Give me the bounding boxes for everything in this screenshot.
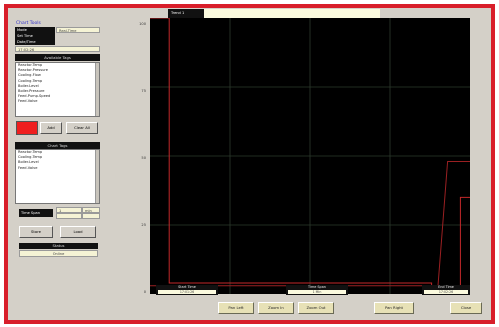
chart-title-bar [168,9,380,18]
set-time-button[interactable]: Set Time [15,33,55,39]
store-button[interactable]: Store [19,226,53,238]
y-tick-label: 0 [143,290,146,294]
trend-plot[interactable] [150,17,470,294]
end-time-value: 17:02:26 [424,290,468,294]
status-label: Status [19,243,98,249]
start-time-label: Start Time [178,285,196,289]
pan-right-button[interactable]: Pan Right [374,302,414,314]
mode-label: Mode [15,27,55,33]
close-button[interactable]: Close [450,302,482,314]
zoom-out-button[interactable]: Zoom Out [298,302,334,314]
y-tick-label: 75 [141,89,146,93]
time-span-field[interactable]: 1 [56,207,82,213]
chart-title: Trend 1 [168,9,204,18]
start-time-value: 17:01:26 [158,290,216,294]
chart-subtitle [266,9,376,18]
date-time-label: Date/Time [15,39,55,45]
chart-tag-item[interactable]: Reactor.Temp [18,150,43,154]
date-time-field[interactable]: 17:02:26 [15,46,100,52]
available-tag-item[interactable]: Cooling.Temp [18,78,43,83]
time-span-panel: Time Span 1 Min [286,285,348,295]
y-tick-label: 100 [139,22,146,26]
available-tags-header: Available Tags [15,54,100,61]
status-value: Online [19,250,98,257]
available-tag-item[interactable]: Reactor.Temp [18,63,43,67]
y-tick-label: 25 [141,223,146,227]
mode-select[interactable]: Real-Time [56,27,100,33]
available-tag-item[interactable]: Feed.Valve [18,99,38,104]
end-time-label: End Time [438,285,454,289]
trend-chart-svg [150,17,470,294]
available-tag-item[interactable]: Feed.Pump.Speed [18,94,51,99]
trend-series-line-2 [150,161,470,287]
time-span-axis-label: Time Span [308,285,326,289]
available-tag-item[interactable]: Boiler.Level [18,83,39,88]
time-span-axis-value: 1 Min [288,290,346,294]
time-span-label: Time Span [19,209,53,217]
chart-tags-header: Chart Tags [15,142,100,149]
y-tick-label: 50 [141,156,146,160]
chart-tags-list[interactable]: Reactor.Temp Cooling.Temp Boiler.Level Feed… [15,149,100,204]
available-tags-list[interactable]: Reactor.Temp Reactor.Pressure Cooling.Flow… [15,62,100,117]
time-span-field-2[interactable] [56,213,82,219]
clear-all-button[interactable]: Clear All [66,122,98,134]
start-time-panel: Start Time 17:01:26 [156,285,218,295]
pan-left-button[interactable]: Pan Left [218,302,254,314]
pen-color-swatch[interactable] [16,121,38,135]
chart-tag-item[interactable]: Feed.Valve [18,165,38,170]
add-tag-button[interactable]: Add [40,122,62,134]
zoom-in-button[interactable]: Zoom In [258,302,294,314]
available-tag-item[interactable]: Reactor.Pressure [18,68,48,73]
time-span-unit-2[interactable] [82,213,100,219]
scrollbar[interactable] [95,150,99,203]
available-tag-item[interactable]: Boiler.Pressure [18,89,45,94]
app-title: Chart Tools [16,21,41,26]
chart-tag-item[interactable]: Boiler.Level [18,160,39,165]
time-span-unit[interactable]: min [82,207,100,213]
chart-tag-item[interactable]: Cooling.Temp [18,155,43,160]
scrollbar[interactable] [95,63,99,116]
load-button[interactable]: Load [60,226,96,238]
end-time-panel: End Time 17:02:26 [422,285,470,295]
available-tag-item[interactable]: Cooling.Flow [18,73,41,78]
